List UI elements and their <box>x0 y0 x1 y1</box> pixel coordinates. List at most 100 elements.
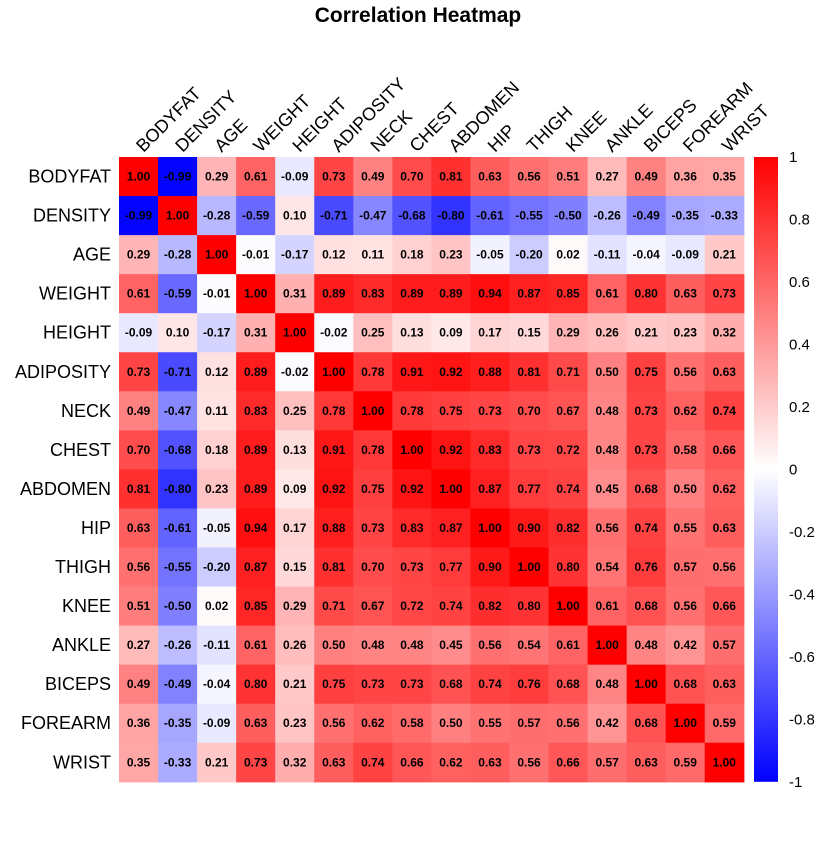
heatmap-cell-chest-bodyfat <box>119 430 159 470</box>
cell-value-label: -0.80 <box>437 209 465 223</box>
heatmap-cell-height-age <box>197 313 237 353</box>
heatmap-cell-bodyfat-forearm <box>665 157 706 197</box>
heatmap-cell-abdomen-abdomen <box>431 469 472 510</box>
row-label-knee: KNEE <box>62 596 111 616</box>
heatmap-cell-height-thigh <box>509 313 550 353</box>
cell-value-label: 0.90 <box>478 560 502 574</box>
cell-value-label: 1.00 <box>166 209 190 223</box>
row-label-thigh: THIGH <box>55 557 111 577</box>
heatmap-cell-knee-ankle <box>587 586 628 627</box>
cell-value-label: 0.74 <box>713 404 737 418</box>
heatmap-cell-bodyfat-thigh <box>509 157 550 197</box>
heatmap-cell-weight-height <box>275 274 315 314</box>
heatmap-cell-neck-density <box>158 391 198 431</box>
cell-value-label: 0.89 <box>322 287 346 301</box>
heatmap-cells <box>119 157 745 783</box>
cell-value-label: 0.72 <box>400 599 424 613</box>
heatmap-cell-chest-thigh <box>509 430 550 470</box>
heatmap-cell-biceps-thigh <box>509 664 550 705</box>
cell-value-label: 0.61 <box>127 287 151 301</box>
cell-value-label: -0.28 <box>203 209 231 223</box>
cell-value-label: 0.83 <box>244 404 268 418</box>
cell-value-label: 0.73 <box>400 677 424 691</box>
cell-value-label: 0.89 <box>439 287 463 301</box>
cell-value-label: 0.77 <box>517 482 541 496</box>
heatmap-cell-height-weight <box>236 313 276 353</box>
heatmap-cell-ankle-adiposity <box>314 625 354 666</box>
cell-value-label: -0.05 <box>203 521 231 535</box>
cell-value-label: 0.56 <box>127 560 151 574</box>
row-label-ankle: ANKLE <box>52 635 111 655</box>
heatmap-cell-knee-biceps <box>626 586 667 627</box>
heatmap-cell-thigh-adiposity <box>314 547 354 588</box>
heatmap-cell-height-adiposity <box>314 313 354 353</box>
cell-value-label: 0.36 <box>674 170 698 184</box>
heatmap-cell-wrist-forearm <box>665 742 706 783</box>
heatmap-cell-height-abdomen <box>431 313 472 353</box>
heatmap-cell-wrist-knee <box>548 742 589 783</box>
cell-value-label: 0.83 <box>361 287 385 301</box>
heatmap-cell-weight-bodyfat <box>119 274 159 314</box>
cell-value-label: -0.09 <box>672 248 700 262</box>
heatmap-cell-density-abdomen <box>431 196 472 236</box>
heatmap-cell-thigh-age <box>197 547 237 588</box>
heatmap-cell-forearm-weight <box>236 703 276 744</box>
cell-value-label: 0.73 <box>634 404 658 418</box>
heatmap-cell-age-knee <box>548 235 589 275</box>
heatmap-cell-knee-knee <box>548 586 589 627</box>
heatmap-cell-abdomen-bodyfat <box>119 469 159 510</box>
cell-value-label: 0.76 <box>517 677 541 691</box>
heatmap-cell-age-adiposity <box>314 235 354 275</box>
cell-value-label: 0.87 <box>244 560 268 574</box>
heatmap-cell-chest-chest <box>392 430 432 470</box>
cell-value-label: 0.87 <box>517 287 541 301</box>
heatmap-cell-thigh-abdomen <box>431 547 472 588</box>
cell-value-label: 0.59 <box>674 755 698 769</box>
heatmap-cell-neck-biceps <box>626 391 667 431</box>
heatmap-cell-wrist-bodyfat <box>119 742 159 783</box>
cell-value-label: 0.66 <box>713 599 737 613</box>
heatmap-cell-knee-chest <box>392 586 432 627</box>
cell-value-label: -0.02 <box>320 326 348 340</box>
row-label-height: HEIGHT <box>43 323 111 343</box>
cell-value-label: 0.48 <box>361 638 385 652</box>
cell-value-label: 0.67 <box>361 599 385 613</box>
cell-value-label: 0.81 <box>517 365 541 379</box>
row-label-forearm: FOREARM <box>21 713 111 733</box>
cell-value-label: -0.35 <box>164 716 192 730</box>
heatmap-cell-height-density <box>158 313 198 353</box>
heatmap-cell-abdomen-biceps <box>626 469 667 510</box>
cell-value-label: -0.55 <box>164 560 192 574</box>
heatmap-cell-age-biceps <box>626 235 667 275</box>
cell-value-label: -0.68 <box>164 443 192 457</box>
cell-value-label: 0.92 <box>400 482 424 496</box>
cell-value-label: 0.21 <box>205 755 229 769</box>
heatmap-cell-biceps-height <box>275 664 315 705</box>
cell-value-label: 0.57 <box>674 560 698 574</box>
heatmap-cell-knee-weight <box>236 586 276 627</box>
cell-value-label: 0.21 <box>283 677 307 691</box>
heatmap-cell-age-weight <box>236 235 276 275</box>
cell-value-label: 0.73 <box>517 443 541 457</box>
cell-value-label: 0.80 <box>556 560 580 574</box>
heatmap-cell-abdomen-density <box>158 469 198 510</box>
heatmap-cell-wrist-adiposity <box>314 742 354 783</box>
cell-value-label: 0.32 <box>283 755 307 769</box>
heatmap-cell-forearm-height <box>275 703 315 744</box>
cell-value-label: 0.68 <box>674 677 698 691</box>
heatmap-cell-neck-weight <box>236 391 276 431</box>
heatmap-cell-biceps-age <box>197 664 237 705</box>
heatmap-cell-hip-wrist <box>704 508 745 549</box>
heatmap-cell-wrist-height <box>275 742 315 783</box>
cell-value-label: 0.17 <box>478 326 502 340</box>
cell-value-label: 0.54 <box>517 638 541 652</box>
cell-value-label: 1.00 <box>439 482 463 496</box>
cell-value-label: 0.68 <box>634 482 658 496</box>
cell-value-label: 1.00 <box>478 521 502 535</box>
colorbar-tick-label: 0.2 <box>789 399 810 416</box>
cell-value-label: 0.63 <box>634 755 658 769</box>
cell-value-label: 0.71 <box>322 599 346 613</box>
heatmap-cell-neck-height <box>275 391 315 431</box>
heatmap-cell-age-forearm <box>665 235 706 275</box>
cell-value-label: 0.63 <box>713 677 737 691</box>
